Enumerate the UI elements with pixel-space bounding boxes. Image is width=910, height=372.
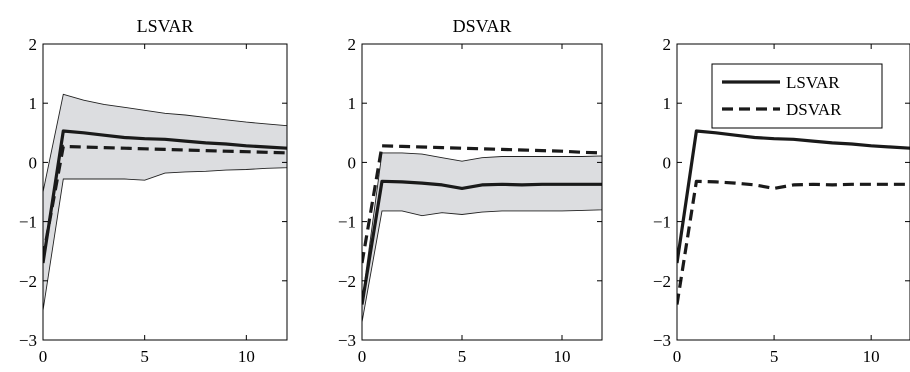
confidence-band bbox=[43, 93, 287, 311]
plot-area bbox=[362, 144, 602, 323]
y-tick-label: 1 bbox=[29, 94, 38, 113]
axes-frame bbox=[361, 43, 603, 341]
panel-title: DSVAR bbox=[453, 16, 512, 36]
y-tick-label: −3 bbox=[653, 331, 671, 350]
y-tick-label: −2 bbox=[19, 272, 37, 291]
y-tick-label: −2 bbox=[338, 272, 356, 291]
y-tick-label: −1 bbox=[653, 213, 671, 232]
y-tick-label: 1 bbox=[348, 94, 357, 113]
y-tick-label: 2 bbox=[29, 35, 38, 54]
legend-box bbox=[711, 63, 883, 129]
y-tick-label: 1 bbox=[663, 94, 672, 113]
series-line-solid bbox=[43, 129, 287, 264]
x-tick-label: 5 bbox=[140, 347, 149, 366]
x-tick-label: 10 bbox=[863, 347, 880, 366]
y-tick-label: −1 bbox=[19, 213, 37, 232]
x-tick-label: 10 bbox=[554, 347, 571, 366]
y-tick-label: 0 bbox=[348, 153, 357, 172]
y-tick-label: 2 bbox=[663, 35, 672, 54]
axes-frame bbox=[42, 43, 288, 341]
confidence-band bbox=[362, 152, 602, 323]
x-tick-label: 5 bbox=[458, 347, 467, 366]
x-tick-label: 5 bbox=[770, 347, 779, 366]
legend-label: LSVAR bbox=[786, 73, 840, 92]
series-line-dashed bbox=[677, 179, 910, 305]
x-tick-label: 0 bbox=[673, 347, 682, 366]
y-tick-label: −3 bbox=[19, 331, 37, 350]
y-tick-label: −2 bbox=[653, 272, 671, 291]
series-line-dashed bbox=[43, 144, 287, 258]
plot-area bbox=[677, 129, 910, 305]
y-tick-label: 0 bbox=[29, 153, 38, 172]
y-tick-label: −1 bbox=[338, 213, 356, 232]
y-tick-label: 2 bbox=[348, 35, 357, 54]
x-tick-label: 0 bbox=[358, 347, 367, 366]
plot-area bbox=[43, 93, 287, 311]
y-tick-label: 0 bbox=[663, 153, 672, 172]
series-line-solid bbox=[677, 129, 910, 264]
x-tick-label: 10 bbox=[238, 347, 255, 366]
axes-frame bbox=[676, 43, 910, 341]
series-line-dashed bbox=[362, 144, 602, 264]
series-line-solid bbox=[362, 179, 602, 305]
legend-label: DSVAR bbox=[786, 100, 842, 119]
y-tick-label: −3 bbox=[338, 331, 356, 350]
x-tick-label: 0 bbox=[39, 347, 48, 366]
panel-title: LSVAR bbox=[137, 16, 194, 36]
legend: LSVAR DSVAR bbox=[711, 63, 883, 129]
